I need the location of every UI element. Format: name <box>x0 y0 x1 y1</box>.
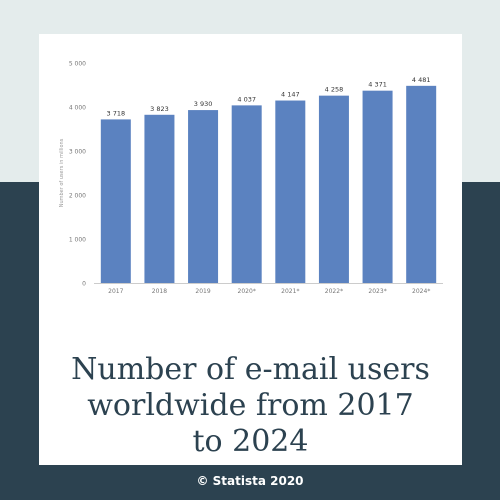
y-tick-label: 2 000 <box>69 193 86 200</box>
x-tick-label: 2019 <box>195 288 210 295</box>
bar-value-label: 4 481 <box>412 76 431 84</box>
bar-value-label: 3 823 <box>150 105 169 113</box>
bar <box>231 105 262 283</box>
bar <box>100 119 131 284</box>
bar-value-label: 3 718 <box>107 109 126 117</box>
headline: Number of e-mail users worldwide from 20… <box>39 352 462 460</box>
y-tick-label: 4 000 <box>69 105 86 112</box>
headline-line-3: to 2024 <box>192 424 309 459</box>
x-tick-label: 2018 <box>152 288 167 295</box>
bar <box>144 114 175 284</box>
y-tick-label: 5 000 <box>69 61 86 68</box>
bar-value-label: 4 037 <box>237 95 256 103</box>
bar-value-label: 4 371 <box>368 81 387 89</box>
x-tick-label: 2017 <box>108 288 123 295</box>
x-tick-label: 2020* <box>238 288 256 295</box>
x-tick-label: 2021* <box>281 288 299 295</box>
x-tick-label: 2022* <box>325 288 343 295</box>
footer-credit: © Statista 2020 <box>196 474 304 488</box>
headline-line-2: worldwide from 2017 <box>87 388 414 423</box>
y-axis-title: Number of users in millions <box>59 138 65 207</box>
bar-value-label: 4 147 <box>281 91 300 99</box>
bar <box>188 110 219 283</box>
chart-card: 0 1 000 2 000 3 000 4 000 5 000 Number of user… <box>39 34 462 465</box>
bar-chart: 0 1 000 2 000 3 000 4 000 5 000 Number of user… <box>59 61 443 295</box>
bar <box>362 90 393 283</box>
bar-value-label: 4 258 <box>325 86 344 94</box>
bar <box>275 100 306 283</box>
headline-line-1: Number of e-mail users <box>71 352 430 387</box>
x-tick-label: 2024* <box>412 288 430 295</box>
y-tick-label: 1 000 <box>69 237 86 244</box>
bar-value-label: 3 930 <box>194 100 213 108</box>
y-tick-label: 3 000 <box>69 149 86 156</box>
x-tick-label: 2023* <box>368 288 386 295</box>
bar <box>318 95 349 283</box>
y-tick-label: 0 <box>82 281 86 288</box>
bar <box>406 85 437 283</box>
